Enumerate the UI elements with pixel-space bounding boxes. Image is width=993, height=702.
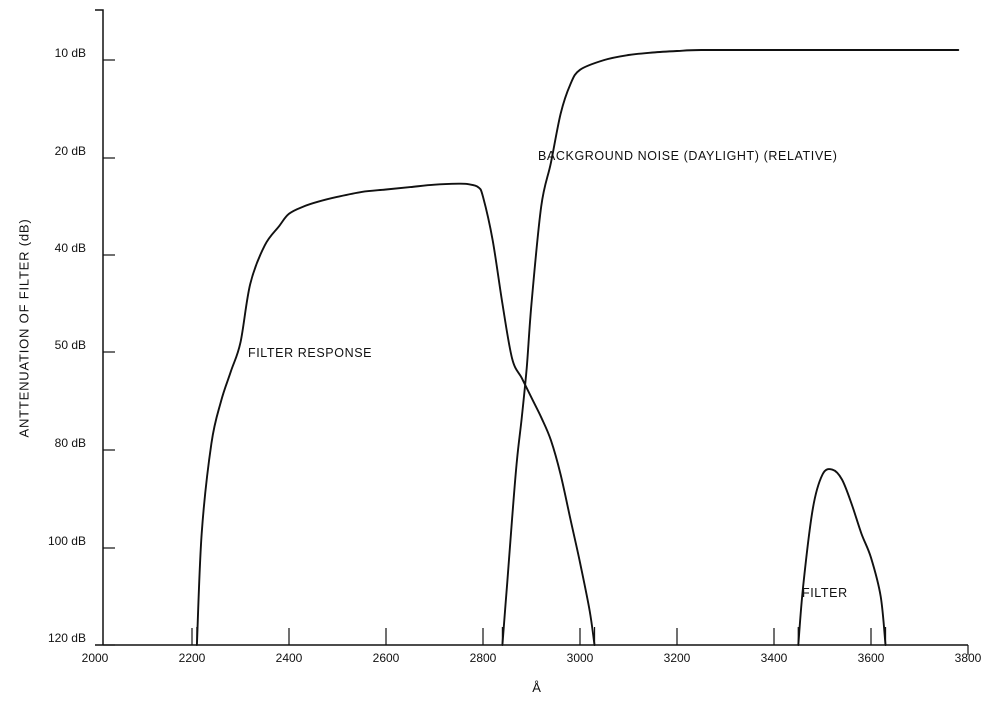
- x-tick-label: 3000: [567, 651, 594, 665]
- chart-axes: [95, 9, 968, 646]
- y-tick-label: 10 dB: [55, 46, 86, 60]
- filter-line: [797, 468, 887, 646]
- x-tick-label: 3200: [664, 651, 691, 665]
- xlabel: Å: [532, 680, 541, 695]
- x-tick-label: 3600: [858, 651, 885, 665]
- ylabel: ANTTENUATION OF FILTER (dB): [16, 218, 31, 437]
- y-tick-label: 50 dB: [55, 338, 86, 352]
- y-ticks: 10 dB 20 dB 40 dB 50 dB 80 dB 100 dB 120 dB: [48, 46, 115, 646]
- filter-response-line: [195, 182, 596, 646]
- y-axis-line: [95, 9, 104, 645]
- x-tick-label: 2200: [179, 651, 206, 665]
- y-tick-label: 120 dB: [48, 631, 86, 645]
- y-tick-label: 20 dB: [55, 144, 86, 158]
- chart-labels: ANTTENUATION OF FILTER (dB) Å FILTER RES…: [16, 149, 847, 695]
- x-tick-label: 3800: [955, 651, 982, 665]
- y-tick-label: 80 dB: [55, 436, 86, 450]
- x-tick-label: 2600: [373, 651, 400, 665]
- series-lines: [195, 48, 960, 646]
- x-tick-label: 3400: [761, 651, 788, 665]
- y-tick-label: 40 dB: [55, 241, 86, 255]
- annotation-background-noise: BACKGROUND NOISE (DAYLIGHT) (RELATIVE): [538, 149, 837, 163]
- x-tick-label: 2400: [276, 651, 303, 665]
- y-tick-label: 100 dB: [48, 534, 86, 548]
- x-tick-label: 2000: [82, 651, 109, 665]
- annotation-filter: FILTER: [802, 586, 848, 600]
- x-ticks: 2000 2200 2400 2600 2800 3000 3200 3400 3600 3800: [82, 628, 982, 665]
- background-noise-line: [501, 48, 960, 646]
- x-tick-label: 2800: [470, 651, 497, 665]
- annotation-filter-response: FILTER RESPONSE: [248, 346, 372, 360]
